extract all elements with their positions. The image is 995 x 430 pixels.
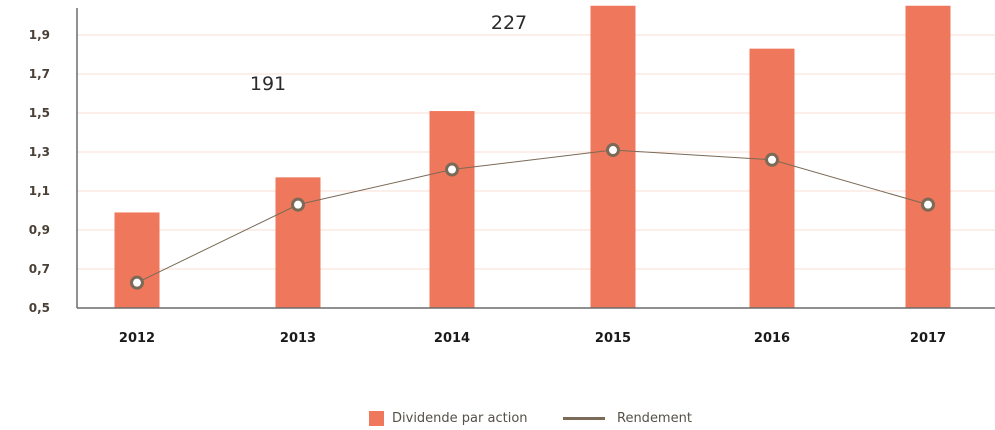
- x-tick-label: 2015: [595, 331, 631, 346]
- legend: Dividende par action Rendement: [0, 408, 995, 430]
- y-tick-labels: 0,5 0,7 0,9 1,1 1,3 1,5 1,7 1,9: [29, 28, 50, 315]
- line-point: [765, 152, 779, 167]
- legend-swatch-bar: [369, 411, 384, 426]
- y-tick-label: 0,9: [29, 223, 50, 237]
- annotation-label: 227: [491, 12, 527, 34]
- legend-item-dividende: Dividende par action: [369, 411, 528, 426]
- legend-swatch-line: [563, 417, 605, 420]
- bar-series: [114, 5, 951, 309]
- line-point: [606, 143, 620, 158]
- y-tick-label: 1,7: [29, 67, 50, 81]
- annotations: 191 227: [250, 12, 527, 95]
- line-point: [130, 275, 144, 290]
- y-tick-label: 0,5: [29, 301, 50, 315]
- x-tick-label: 2017: [910, 331, 946, 346]
- bar: [114, 212, 160, 308]
- y-tick-label: 1,9: [29, 28, 50, 42]
- line-point: [291, 197, 305, 212]
- series-line-rendement: [136, 149, 929, 284]
- legend-label: Dividende par action: [392, 411, 528, 426]
- line-point: [445, 162, 459, 177]
- y-tick-label: 1,3: [29, 145, 50, 159]
- y-tick-label: 1,1: [29, 184, 50, 198]
- axes: [76, 8, 995, 309]
- gridlines: [77, 34, 995, 270]
- bar: [749, 48, 795, 309]
- bar: [275, 177, 321, 308]
- y-tick-label: 1,5: [29, 106, 50, 120]
- x-tick-label: 2013: [280, 331, 316, 346]
- bar: [429, 111, 475, 308]
- bar: [905, 5, 951, 308]
- annotation-label: 191: [250, 73, 286, 95]
- legend-label: Rendement: [617, 411, 692, 426]
- legend-item-rendement: Rendement: [563, 411, 692, 426]
- chart: 0,50,70,91,11,31,51,71,9 2012 2013 2014 201…: [29, 5, 995, 346]
- line-point: [921, 197, 935, 212]
- x-tick-label: 2016: [754, 331, 790, 346]
- x-tick-labels: 2012 2013 2014 2015 2016 2017: [119, 331, 946, 346]
- x-tick-label: 2012: [119, 331, 155, 346]
- y-tick-label: 0,7: [29, 262, 50, 276]
- line-series: [130, 143, 935, 290]
- x-tick-label: 2014: [434, 331, 470, 346]
